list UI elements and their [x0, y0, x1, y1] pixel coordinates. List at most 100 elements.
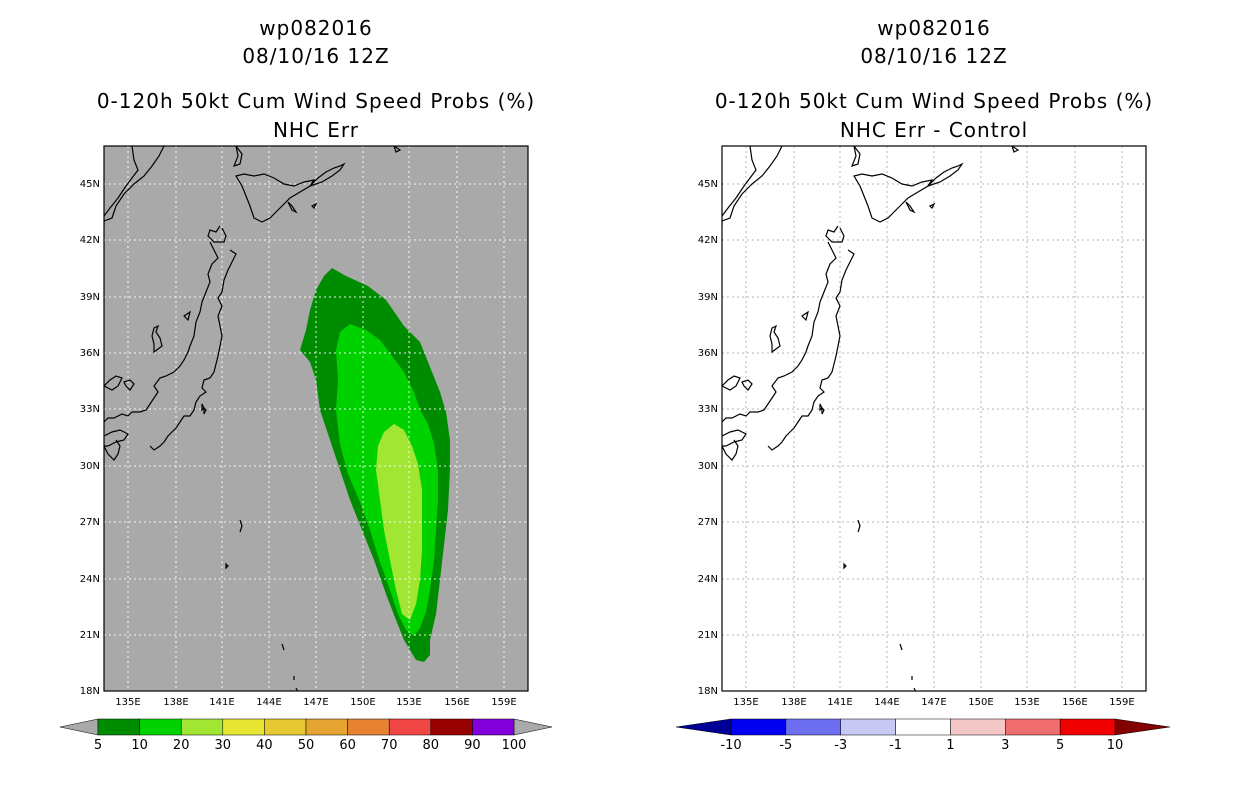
- lat-label: 36N: [698, 348, 718, 359]
- lon-label: 138E: [163, 697, 188, 708]
- lon-label: 144E: [874, 697, 899, 708]
- lon-label: 141E: [209, 697, 234, 708]
- lat-label: 36N: [80, 348, 100, 359]
- lon-label: 141E: [827, 697, 852, 708]
- lat-label: 18N: [698, 686, 718, 697]
- colorbar-swatch: [264, 718, 307, 736]
- lon-label: 144E: [256, 697, 281, 708]
- lat-label: 39N: [698, 292, 718, 303]
- lat-label: 21N: [698, 630, 718, 641]
- colorbar-label: -5: [779, 738, 792, 753]
- colorbar-swatch: [1005, 718, 1061, 736]
- right-lon-labels: 135E 138E 141E 144E 147E 150E 153E 156E …: [733, 697, 1134, 708]
- colorbar-label: -1: [889, 738, 902, 753]
- lon-label: 156E: [1062, 697, 1087, 708]
- right-datetime: 08/10/16 12Z: [860, 44, 1008, 68]
- colorbar-swatch: [950, 718, 1006, 736]
- right-colorbar: -10 -5 -3 -1 1 3 5 10: [675, 718, 1171, 753]
- lon-label: 159E: [491, 697, 516, 708]
- colorbar-swatch: [305, 718, 348, 736]
- colorbar-label: 30: [215, 738, 232, 753]
- colorbar-swatch: [139, 718, 182, 736]
- colorbar-swatch: [472, 718, 515, 736]
- left-map-frame: [103, 145, 529, 692]
- lat-label: 21N: [80, 630, 100, 641]
- lon-label: 159E: [1109, 697, 1134, 708]
- lat-label: 27N: [698, 517, 718, 528]
- colorbar-swatch: [730, 718, 787, 736]
- colorbar-arrow-left: [59, 718, 99, 736]
- right-product-title: 0-120h 50kt Cum Wind Speed Probs (%): [714, 89, 1154, 113]
- colorbar-arrow-right: [513, 718, 553, 736]
- lat-label: 42N: [698, 235, 718, 246]
- left-colorbar: 5 10 20 30 40 50 60 70 80 90 100: [59, 718, 553, 753]
- colorbar-label: 80: [423, 738, 440, 753]
- colorbar-label: 70: [381, 738, 398, 753]
- colorbar-label: -3: [834, 738, 847, 753]
- colorbar-swatch: [840, 718, 896, 736]
- colorbar-swatch: [388, 718, 432, 736]
- right-map-frame: [721, 145, 1147, 692]
- lat-label: 45N: [698, 179, 718, 190]
- colorbar-label: 40: [256, 738, 273, 753]
- left-map-panel: 45N 42N 39N 36N 33N 30N 27N 24N 21N 18N …: [80, 145, 529, 708]
- colorbar-label: 3: [1001, 738, 1009, 753]
- lon-label: 156E: [444, 697, 469, 708]
- lat-label: 18N: [80, 686, 100, 697]
- lon-label: 135E: [115, 697, 140, 708]
- colorbar-swatch: [180, 718, 224, 736]
- colorbar-label: 1: [946, 738, 954, 753]
- colorbar-label: 50: [298, 738, 315, 753]
- colorbar-label: 5: [1056, 738, 1064, 753]
- colorbar-swatch: [222, 718, 265, 736]
- colorbar-label: 5: [94, 738, 102, 753]
- left-subtitle: NHC Err: [272, 118, 360, 142]
- colorbar-label: -10: [720, 738, 741, 753]
- colorbar-arrow-left: [675, 718, 732, 736]
- lon-label: 150E: [968, 697, 993, 708]
- lat-label: 27N: [80, 517, 100, 528]
- lat-label: 33N: [80, 404, 100, 415]
- lon-label: 147E: [303, 697, 328, 708]
- lon-label: 147E: [921, 697, 946, 708]
- lon-label: 153E: [1014, 697, 1039, 708]
- lon-label: 150E: [350, 697, 375, 708]
- right-map-panel: 45N 42N 39N 36N 33N 30N 27N 24N 21N 18N …: [698, 145, 1147, 708]
- colorbar-label: 10: [1107, 738, 1124, 753]
- colorbar-label: 20: [173, 738, 190, 753]
- colorbar-arrow-right: [1114, 718, 1171, 736]
- left-lon-labels: 135E 138E 141E 144E 147E 150E 153E 156E …: [115, 697, 516, 708]
- lon-label: 135E: [733, 697, 758, 708]
- left-storm-id: wp082016: [259, 16, 373, 40]
- right-grid: [722, 146, 1146, 691]
- right-storm-id: wp082016: [877, 16, 991, 40]
- colorbar-swatch: [1059, 718, 1116, 736]
- colorbar-label: 100: [502, 738, 527, 753]
- colorbar-swatch: [430, 718, 473, 736]
- colorbar-label: 60: [339, 738, 356, 753]
- left-datetime: 08/10/16 12Z: [242, 44, 390, 68]
- colorbar-swatch: [347, 718, 390, 736]
- left-grid: [104, 146, 528, 691]
- colorbar-swatch: [97, 718, 140, 736]
- lon-label: 138E: [781, 697, 806, 708]
- lat-label: 30N: [698, 461, 718, 472]
- colorbar-swatch: [895, 718, 951, 736]
- lat-label: 24N: [698, 574, 718, 585]
- right-subtitle: NHC Err - Control: [839, 118, 1029, 142]
- lat-label: 39N: [80, 292, 100, 303]
- lat-label: 33N: [698, 404, 718, 415]
- colorbar-label: 10: [131, 738, 148, 753]
- right-lat-labels: 45N 42N 39N 36N 33N 30N 27N 24N 21N 18N: [698, 179, 718, 697]
- lon-label: 153E: [396, 697, 421, 708]
- lat-label: 24N: [80, 574, 100, 585]
- lat-label: 30N: [80, 461, 100, 472]
- left-probability-contours: [300, 268, 450, 662]
- colorbar-label: 90: [464, 738, 481, 753]
- colorbar-swatch: [785, 718, 841, 736]
- lat-label: 42N: [80, 235, 100, 246]
- left-lat-labels: 45N 42N 39N 36N 33N 30N 27N 24N 21N 18N: [80, 179, 100, 697]
- lat-label: 45N: [80, 179, 100, 190]
- left-product-title: 0-120h 50kt Cum Wind Speed Probs (%): [96, 89, 536, 113]
